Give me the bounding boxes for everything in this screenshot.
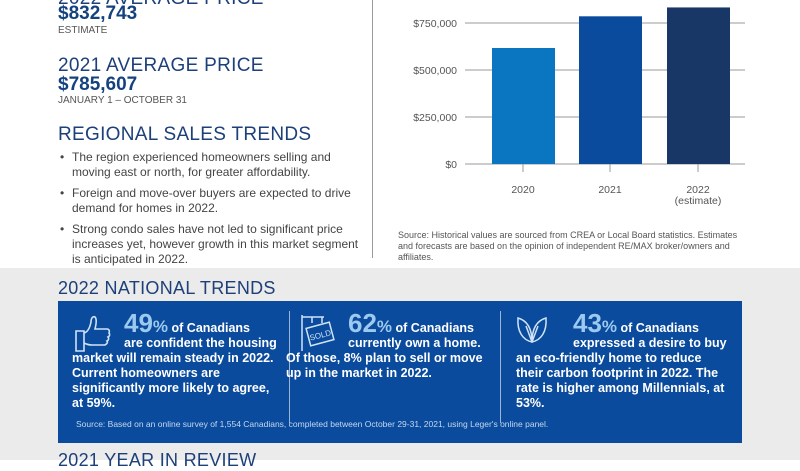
regional-title: REGIONAL SALES TRENDS — [58, 124, 312, 145]
price-2022-value: $832,743 — [58, 3, 138, 24]
stat-value: 62 — [348, 308, 377, 338]
national-source: Source: Based on an online survey of 1,5… — [76, 419, 549, 429]
price-bar-chart: $0 $250,000 $500,000 $750,000 2020 2021 2022(e… — [413, 7, 745, 207]
x-tick-label: 2021 — [598, 184, 622, 196]
regional-list: The region experienced homeowners sellin… — [58, 150, 368, 273]
stat-text: are confident the housing market will re… — [72, 336, 277, 410]
leaves-icon — [517, 317, 547, 343]
price-2021-value: $785,607 — [58, 74, 138, 95]
stat-43: 43% of Canadians expressed a desire to b… — [516, 308, 731, 411]
stat-pct: % — [376, 317, 393, 336]
stat-49: 49% of Canadians are confident the housi… — [72, 308, 282, 411]
stat-text: currently own a home. Of those, 8% plan … — [286, 336, 483, 380]
regional-item: The region experienced homeowners sellin… — [58, 150, 368, 180]
stat-lead: of Canadians — [392, 321, 475, 335]
stat-62: 62% of Canadians currently own a home. O… — [286, 308, 491, 381]
y-tick-label: $0 — [445, 159, 457, 171]
y-tick-label: $250,000 — [413, 112, 457, 124]
regional-item: Strong condo sales have not led to signi… — [58, 222, 368, 267]
y-tick-label: $750,000 — [413, 18, 457, 30]
national-stats-box: 49% of Canadians are confident the housi… — [58, 301, 742, 443]
x-tick-label: 2022 — [686, 184, 710, 196]
price-2021-note: JANUARY 1 – OCTOBER 31 — [58, 95, 187, 106]
column-divider — [372, 0, 373, 258]
x-tick-label: (estimate) — [675, 195, 722, 207]
stat-pct: % — [152, 317, 169, 336]
year-in-review-title: 2021 YEAR IN REVIEW — [58, 450, 257, 470]
price-2022-title: 2022 AVERAGE PRICE — [58, 0, 264, 10]
thumbs-up-icon — [75, 315, 111, 352]
sold-sign-icon: SOLD — [301, 315, 335, 351]
stat-value: 49 — [124, 308, 153, 338]
stat-value: 43 — [573, 308, 602, 338]
bar-2020 — [492, 48, 555, 165]
y-tick-label: $500,000 — [413, 65, 457, 77]
bar-2022 — [667, 7, 730, 164]
stat-text: expressed a desire to buy an eco-friendl… — [516, 336, 727, 410]
chart-source: Source: Historical values are sourced fr… — [398, 230, 738, 262]
x-tick-label: 2020 — [511, 184, 535, 196]
regional-item: Foreign and move-over buyers are expecte… — [58, 186, 368, 216]
price-2021-title: 2021 AVERAGE PRICE — [58, 55, 264, 76]
stat-divider — [289, 311, 290, 423]
stat-lead: of Canadians — [168, 321, 251, 335]
stat-lead: of Canadians — [617, 321, 700, 335]
national-title: 2022 NATIONAL TRENDS — [58, 278, 276, 298]
bar-2021 — [579, 16, 642, 165]
stat-divider — [500, 311, 501, 423]
price-2022-note: ESTIMATE — [58, 25, 108, 36]
stat-pct: % — [601, 317, 618, 336]
